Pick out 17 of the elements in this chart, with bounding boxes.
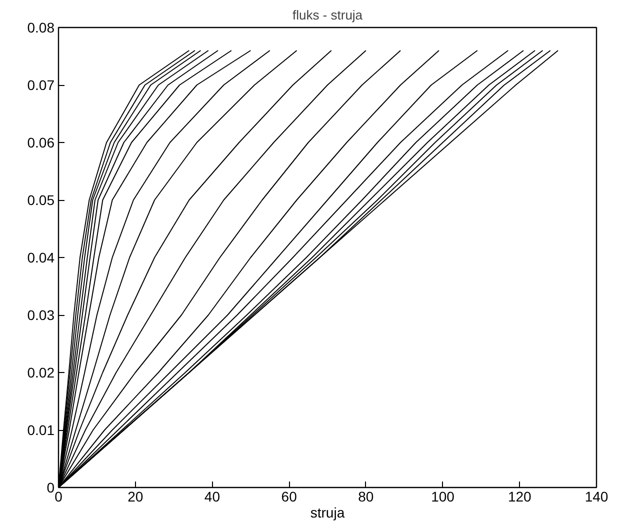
x-tick-label: 40 [204,488,220,504]
x-tick-label: 100 [431,488,455,504]
x-tick-label: 80 [358,488,374,504]
x-axis-title: struja [310,504,345,520]
y-tick-label: 0.08 [27,20,55,36]
y-tick-label: 0.03 [27,307,55,323]
chart-title: fluks - struja [292,8,364,22]
x-tick-label: 140 [584,488,608,504]
y-tick-label: 0.02 [27,364,55,380]
y-tick-label: 0.07 [27,77,55,93]
y-tick-label: 0.05 [27,192,55,208]
y-tick-label: 0.04 [27,250,55,266]
x-tick-label: 60 [281,488,298,504]
y-tick-label: 0.01 [27,422,55,438]
y-tick-label: 0.06 [27,134,55,150]
x-tick-label: 20 [128,488,144,504]
x-tick-label: 120 [508,488,532,504]
